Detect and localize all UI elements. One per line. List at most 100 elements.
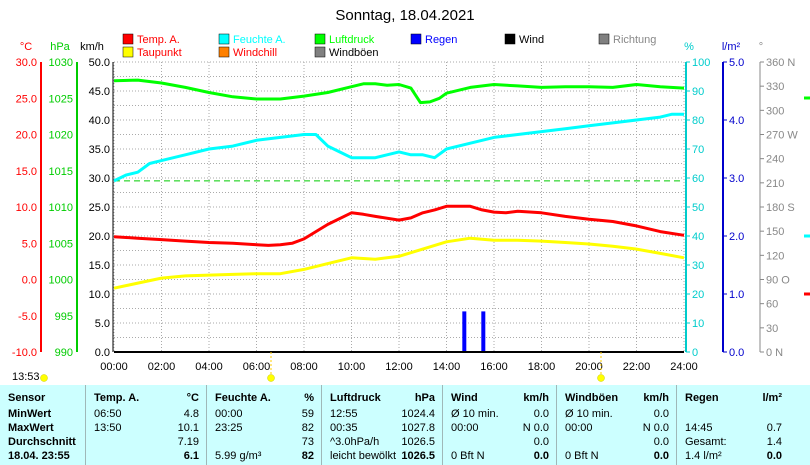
legend-label: Taupunkt [137, 47, 182, 59]
temp-tick-label: 5.0 [22, 238, 37, 250]
rain-tick-label: 1.0 [729, 289, 744, 301]
wind-tick-label: 10.0 [89, 289, 110, 301]
temp-unit-label: °C [20, 41, 32, 53]
legend-label: Feuchte A. [233, 34, 286, 46]
wind-tick-label: 25.0 [89, 202, 110, 214]
cell-secondary: Gesamt: [685, 436, 727, 448]
cell-value: 1026.5 [401, 450, 435, 462]
current-time-label: 13:53 [12, 371, 40, 383]
direction-tick-label: 180 S [766, 202, 795, 214]
cell-secondary: 14:45 [685, 422, 713, 434]
pressure-tick-label: 995 [55, 311, 73, 323]
wind-tick-label: 15.0 [89, 260, 110, 272]
wind-tick-label: 50.0 [89, 57, 110, 69]
x-axis: 00:00 02:00 04:00 06:00 08:00 10:00 12:00 14:00… [100, 361, 698, 373]
column-header: Luftdruck [330, 392, 381, 404]
axis-headers: °C hPa km/h% l/m² ° [20, 41, 763, 53]
column-separator [676, 385, 677, 465]
column-separator [556, 385, 557, 465]
column-unit: l/m² [762, 392, 782, 404]
pressure-tick-label: 1005 [49, 238, 73, 250]
column-header: Sensor [8, 392, 46, 404]
cell-value: 73 [301, 436, 314, 448]
legend-swatch [122, 46, 134, 58]
temp-tick-label: 25.0 [16, 93, 37, 105]
x-tick-label: 04:00 [195, 361, 223, 373]
cell-value: 1.4 [766, 436, 782, 448]
right-axes: 10090807060504030201005.04.03.02.01.00.0… [685, 57, 810, 359]
x-tick-label: 10:00 [338, 361, 366, 373]
rain-bar [462, 311, 467, 352]
legend-label: Regen [425, 34, 457, 46]
legend-swatch [410, 33, 422, 45]
column-header: Regen [685, 392, 719, 404]
legend-swatch [314, 33, 326, 45]
rain-tick-label: 4.0 [729, 115, 744, 127]
x-tick-label: 22:00 [623, 361, 651, 373]
temp-tick-label: 0.0 [22, 275, 37, 287]
direction-tick-label: 150 [766, 226, 784, 238]
column-unit: km/h [523, 392, 549, 404]
column-unit: hPa [414, 392, 435, 404]
sun-markers [40, 352, 605, 382]
legend-swatch [122, 33, 134, 45]
pressure-tick-label: 990 [55, 347, 73, 359]
series-line-taupunkt [113, 236, 685, 290]
cell-secondary: 00:00 [451, 422, 479, 434]
statistics-table: Sensor Temp. A. °C Feuchte A.% Luftdruck hPa W… [0, 385, 810, 465]
row-label: MaxWert [8, 422, 54, 434]
legend-swatch [314, 46, 326, 58]
column-header: Temp. A. [94, 392, 140, 404]
column-separator [85, 385, 86, 465]
cell-secondary: 5.99 g/m³ [215, 450, 262, 462]
cell-secondary: 0 Bft N [451, 450, 485, 462]
sun-marker-icon [597, 374, 605, 382]
legend-label: Windchill [233, 47, 277, 59]
wind-tick-label: 45.0 [89, 86, 110, 98]
column-separator [321, 385, 322, 465]
cell-value: 1027.8 [401, 422, 435, 434]
cell-secondary: 13:50 [94, 422, 122, 434]
wind-tick-label: 35.0 [89, 144, 110, 156]
column-header: Wind [451, 392, 478, 404]
pressure-tick-label: 1025 [49, 93, 73, 105]
direction-tick-label: 360 N [766, 57, 795, 69]
cell-value: 0.0 [533, 450, 549, 462]
direction-tick-label: 90 O [766, 275, 790, 287]
rain-tick-label: 5.0 [729, 57, 744, 69]
pressure-tick-label: 1020 [49, 130, 73, 142]
x-tick-label: 00:00 [100, 361, 128, 373]
humidity-tick-label: 10 [692, 318, 704, 330]
row-label: 18.04. 23:55 [8, 450, 70, 462]
cell-value: 0.0 [766, 450, 782, 462]
x-tick-label: 14:00 [433, 361, 461, 373]
column-separator [442, 385, 443, 465]
cell-value: 1026.5 [401, 436, 435, 448]
temp-tick-label: 20.0 [16, 130, 37, 142]
cell-value: 1024.4 [401, 408, 435, 420]
pressure-tick-label: 1030 [49, 57, 73, 69]
direction-tick-label: 300 [766, 105, 784, 117]
cell-value: 0.0 [653, 436, 669, 448]
series-line-tempa [113, 204, 685, 247]
temp-tick-label: 30.0 [16, 57, 37, 69]
legend-label: Wind [519, 34, 544, 46]
column-unit: km/h [643, 392, 669, 404]
cell-secondary: 12:55 [330, 408, 358, 420]
cell-value: 4.8 [183, 408, 199, 420]
humidity-tick-label: 100 [692, 57, 710, 69]
x-tick-label: 16:00 [480, 361, 508, 373]
x-tick-label: 18:00 [528, 361, 556, 373]
cell-secondary: leicht bewölkt [330, 450, 397, 462]
cell-secondary: 1.4 l/m² [685, 450, 722, 462]
direction-tick-label: 60 [766, 299, 778, 311]
direction-tick-label: 120 [766, 250, 784, 262]
x-tick-label: 02:00 [148, 361, 176, 373]
cell-secondary: 00:00 [215, 408, 243, 420]
cell-secondary: 0 Bft N [565, 450, 599, 462]
pressure-tick-label: 1015 [49, 166, 73, 178]
column-header: Windböen [565, 392, 619, 404]
x-tick-label: 08:00 [290, 361, 318, 373]
cell-secondary: 23:25 [215, 422, 243, 434]
pressure-unit-label: hPa [50, 41, 70, 53]
